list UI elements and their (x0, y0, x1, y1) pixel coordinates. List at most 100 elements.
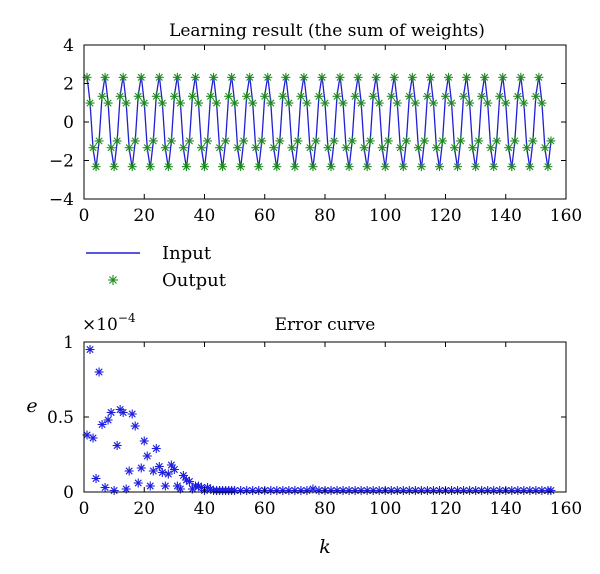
output-point (383, 136, 393, 146)
output-point (245, 72, 255, 82)
output-point (127, 162, 137, 172)
error-point (489, 486, 499, 495)
output-point (154, 72, 164, 82)
error-point (88, 433, 98, 443)
output-point (441, 91, 450, 101)
output-point (350, 91, 360, 101)
output-point (456, 136, 466, 146)
error-point (130, 421, 140, 431)
output-point (480, 72, 490, 82)
y-tick-label: 4 (63, 36, 74, 56)
error-curve-chart: Error curve ×10−4 0 20 40 60 80 100 120 140 1600… (26, 311, 582, 558)
x-tick-label: 100 (369, 206, 401, 226)
error-point (278, 486, 288, 495)
scale-exponent: −4 (118, 311, 136, 325)
output-point (525, 162, 535, 172)
output-point (109, 162, 119, 172)
output-point (142, 143, 152, 153)
output-point (428, 98, 438, 108)
output-point (215, 143, 225, 153)
error-point (142, 451, 152, 461)
scale-note: ×10−4 (82, 311, 136, 335)
scale-base: ×10 (82, 315, 118, 335)
output-point (305, 143, 315, 153)
x-tick-label: 20 (133, 499, 155, 519)
x-tick-label: 0 (79, 499, 90, 519)
output-point (151, 91, 161, 101)
output-point (459, 91, 469, 101)
y-tick-label: −4 (49, 190, 74, 210)
error-point (175, 484, 185, 494)
output-point (413, 143, 423, 153)
error-point (459, 486, 469, 495)
output-point (85, 98, 95, 108)
output-point (326, 162, 336, 172)
output-point (477, 91, 487, 101)
error-point (272, 486, 282, 495)
output-point (148, 136, 158, 146)
output-point (203, 136, 213, 146)
output-point (263, 72, 273, 82)
output-point (468, 143, 478, 153)
output-point (251, 143, 261, 153)
output-point (317, 72, 327, 82)
output-point (242, 91, 252, 101)
error-point (386, 486, 396, 495)
x-tick-label: 80 (314, 499, 336, 519)
output-point (471, 162, 481, 172)
legend-input-label: Input (162, 243, 212, 264)
axes: 0 20 40 60 80 100 120 140 160 0 0.5 1 (47, 333, 582, 519)
series-group (82, 72, 556, 172)
output-point (323, 143, 333, 153)
output-point (540, 143, 550, 153)
output-point (257, 136, 267, 146)
error-point (290, 486, 300, 495)
output-point (290, 162, 300, 172)
output-point (444, 72, 454, 82)
output-point (136, 72, 146, 82)
output-point (187, 91, 197, 101)
output-point (380, 162, 390, 172)
output-point (236, 162, 246, 172)
output-point (139, 98, 149, 108)
error-point (85, 345, 95, 354)
output-point (160, 143, 170, 153)
output-point (522, 143, 532, 153)
error-point (100, 483, 110, 492)
error-point (157, 468, 167, 477)
output-point (218, 162, 228, 172)
error-point (163, 469, 173, 479)
y-tick-label: 2 (63, 75, 74, 95)
legend-output-label: Output (162, 270, 227, 291)
output-point (239, 136, 249, 146)
output-point (269, 143, 279, 153)
output-point (206, 91, 216, 101)
x-axis-label: k (319, 536, 331, 558)
output-point (181, 162, 191, 172)
output-point (124, 143, 134, 153)
error-point (302, 486, 312, 495)
output-point (166, 136, 176, 146)
x-tick-label: 40 (194, 206, 216, 226)
output-point (193, 98, 203, 108)
x-tick-label: 100 (369, 499, 401, 519)
error-point (531, 486, 541, 495)
x-tick-label: 160 (550, 499, 582, 519)
output-point (371, 72, 381, 82)
output-point (401, 136, 411, 146)
output-point (275, 136, 285, 146)
x-tick-label: 60 (254, 499, 276, 519)
output-point (112, 136, 122, 146)
output-point (121, 98, 131, 108)
output-point (190, 72, 200, 82)
output-point (543, 162, 553, 172)
output-point (404, 91, 414, 101)
output-point (395, 143, 405, 153)
output-point (284, 98, 294, 108)
series-group (82, 345, 556, 495)
output-point (501, 98, 511, 108)
output-point (184, 136, 194, 146)
output-point (546, 136, 556, 146)
error-point (483, 486, 493, 495)
output-point (254, 162, 264, 172)
